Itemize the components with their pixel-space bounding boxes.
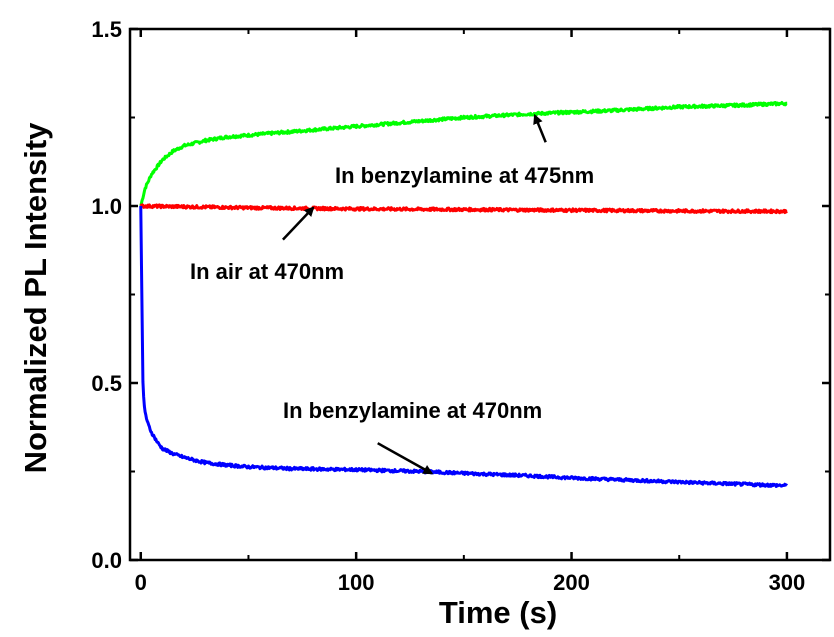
annotation-arrow [282,206,315,241]
plot-frame [128,27,832,562]
annotation-label: In benzylamine at 475nm [335,163,594,188]
annotations-group: In benzylamine at 475nm In air at 470nm In… [190,113,594,475]
annotation-arrow [533,113,547,143]
series-air-470 [139,203,788,215]
annotation-label: In benzylamine at 470nm [283,398,542,423]
series-benzylamine-475 [139,100,788,207]
y-tick-label: 1.0 [91,194,122,219]
annotation-arrow [377,442,434,475]
series-benzylamine-470 [139,205,789,488]
annotation-label: In air at 470nm [190,259,344,284]
x-tick-label: 200 [553,570,590,595]
y-tick-label: 1.5 [91,17,122,42]
y-tick-label: 0.0 [91,548,122,573]
ticks-group: 0 100 200 300 0.0 0.5 1.0 1.5 [91,17,830,595]
x-tick-label: 100 [338,570,375,595]
x-tick-label: 300 [769,570,806,595]
x-tick-label: 0 [135,570,147,595]
x-axis-title: Time (s) [439,595,557,630]
y-tick-label: 0.5 [91,371,122,396]
series-group [139,100,789,488]
y-axis-title: Normalized PL Intensity [18,122,53,474]
